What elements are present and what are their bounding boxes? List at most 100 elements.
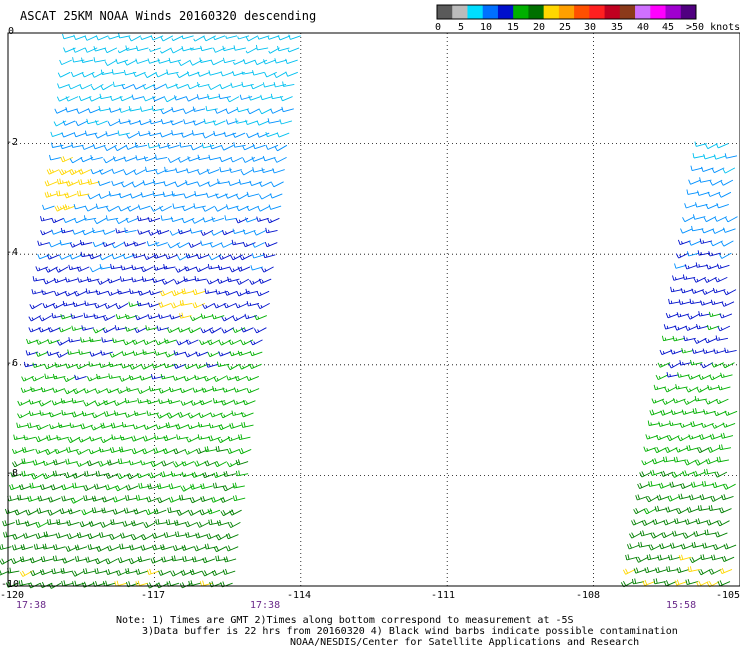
legend-swatch	[680, 5, 697, 19]
wind-barb	[95, 35, 109, 41]
wind-barb	[146, 410, 160, 416]
wind-barb	[230, 82, 243, 88]
wind-barb	[241, 71, 254, 75]
wind-barb	[184, 521, 198, 528]
wind-barb	[267, 118, 280, 124]
wind-barb	[66, 446, 79, 453]
wind-barb	[87, 544, 101, 551]
legend-label-20: 20	[533, 22, 546, 33]
wind-barb	[191, 217, 205, 224]
wind-barb	[209, 144, 223, 150]
wind-barb	[684, 264, 698, 270]
wind-barb	[112, 508, 126, 515]
wind-barb	[46, 168, 60, 175]
wind-barb	[282, 81, 295, 87]
wind-barb	[219, 156, 233, 163]
wind-barb	[208, 154, 221, 161]
wind-barb	[723, 289, 737, 296]
wind-barb	[134, 327, 147, 334]
grid-lines	[8, 32, 740, 586]
wind-barb	[242, 400, 256, 406]
wind-barb	[87, 108, 101, 114]
wind-barb	[60, 567, 73, 574]
wind-barb	[205, 362, 219, 368]
wind-barb	[61, 580, 74, 587]
legend-label-15: 15	[507, 22, 520, 33]
wind-barb	[679, 422, 693, 428]
wind-barb	[174, 95, 187, 101]
wind-barb	[140, 363, 154, 370]
wind-barb	[247, 108, 260, 115]
wind-barb	[717, 325, 731, 332]
wind-barb	[277, 35, 291, 41]
wind-barb	[98, 105, 111, 112]
wind-barb	[709, 374, 722, 381]
wind-barb	[148, 130, 161, 137]
wind-barb	[703, 216, 717, 223]
wind-barb	[70, 313, 84, 319]
wind-barb	[73, 34, 87, 41]
wind-barb	[267, 35, 280, 40]
wind-barb	[684, 203, 697, 209]
wind-barb	[664, 446, 678, 454]
wind-barb	[236, 290, 250, 297]
wind-barb	[686, 251, 700, 257]
wind-barb	[149, 118, 162, 125]
wind-barb	[87, 178, 101, 185]
wind-barb	[110, 519, 123, 526]
wind-barb	[253, 229, 267, 236]
wind-barb	[683, 398, 697, 405]
wind-barb	[102, 229, 116, 235]
wind-barb	[37, 240, 50, 246]
wind-barb	[709, 433, 723, 440]
wind-barb	[693, 337, 707, 344]
wind-barb	[707, 384, 720, 391]
wind-barb	[107, 459, 120, 466]
wind-barb	[132, 253, 146, 259]
wind-barb	[101, 337, 114, 343]
wind-barb	[27, 495, 40, 502]
wind-barb	[170, 47, 184, 54]
wind-barb	[226, 447, 240, 455]
wind-barb	[111, 242, 125, 249]
wind-barb	[195, 363, 209, 369]
wind-barb	[145, 166, 158, 173]
wind-barb	[129, 288, 142, 295]
wind-barb	[192, 120, 206, 126]
wind-barb	[256, 120, 270, 126]
wind-barb	[200, 495, 213, 503]
wind-barb	[254, 327, 267, 334]
wind-barb	[240, 169, 254, 176]
wind-barb	[220, 496, 233, 503]
wind-barb	[52, 302, 66, 309]
wind-barb	[81, 57, 94, 63]
wind-barb	[252, 70, 265, 76]
wind-barb	[190, 400, 204, 406]
wind-barb	[704, 529, 717, 536]
wind-barb	[65, 458, 78, 465]
wind-barb	[668, 554, 681, 561]
wind-barb	[672, 335, 686, 342]
wind-barb	[36, 507, 50, 514]
wind-barb	[140, 460, 153, 466]
wind-barb	[654, 446, 667, 454]
wind-barb	[233, 142, 246, 148]
wind-barb	[238, 434, 251, 441]
legend-frame	[436, 4, 697, 20]
wind-barb	[674, 263, 687, 269]
wind-barb	[207, 351, 220, 358]
wind-barb	[258, 278, 272, 284]
wind-barb	[76, 108, 89, 114]
wind-barb	[244, 217, 258, 223]
legend-label-25: 25	[559, 22, 572, 33]
wind-barb	[31, 473, 44, 480]
wind-barb	[651, 398, 665, 404]
wind-barb	[708, 568, 722, 575]
wind-barb	[212, 120, 226, 126]
wind-barb	[125, 326, 138, 332]
wind-barb	[67, 508, 81, 515]
wind-barb	[160, 544, 173, 551]
wind-barb	[98, 531, 112, 538]
wind-barb	[714, 276, 728, 283]
wind-barb	[69, 254, 83, 260]
